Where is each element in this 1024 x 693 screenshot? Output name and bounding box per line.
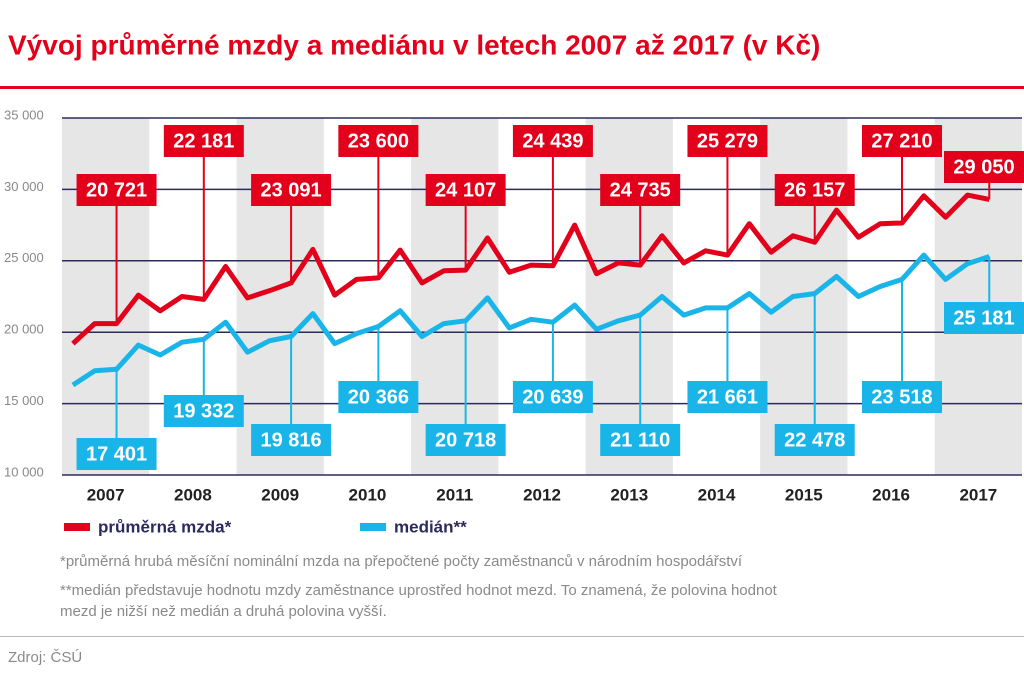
x-tick-label: 2013 <box>610 485 648 504</box>
x-tick-label: 2007 <box>87 485 125 504</box>
annotation-box <box>512 381 593 413</box>
annotation-box <box>687 381 768 413</box>
legend-label: průměrná mzda* <box>98 517 232 536</box>
chart-title: Vývoj průměrné mzdy a mediánu v letech 2… <box>8 29 820 60</box>
legend-label: medián** <box>394 517 467 536</box>
y-tick-label: 30 000 <box>4 179 44 194</box>
series-line <box>71 192 990 346</box>
annotation-label: 22 181 <box>173 130 234 152</box>
annotation-label: 23 091 <box>261 179 322 201</box>
x-tick-label: 2008 <box>174 485 212 504</box>
annotation-label: 19 816 <box>261 429 322 451</box>
annotation-label: 24 439 <box>522 130 583 152</box>
annotation-label: 24 107 <box>435 179 496 201</box>
source: Zdroj: ČSÚ <box>8 649 82 666</box>
y-tick-label: 20 000 <box>4 322 44 337</box>
title-rule <box>0 86 1024 89</box>
annotation-box <box>425 174 506 206</box>
x-tick-label: 2012 <box>523 485 561 504</box>
x-tick-label: 2014 <box>698 485 736 504</box>
x-tick-label: 2016 <box>872 485 910 504</box>
y-tick-label: 35 000 <box>4 107 44 122</box>
annotation-label: 20 721 <box>86 179 147 201</box>
annotation-label: 25 181 <box>953 307 1014 329</box>
annotation-box <box>163 395 244 427</box>
annotation-label: 23 518 <box>871 386 932 408</box>
annotation-label: 24 735 <box>610 179 671 201</box>
annotation-box <box>163 125 244 157</box>
x-tick-label: 2011 <box>436 485 473 504</box>
footnote: **medián představuje hodnotu mzdy zaměst… <box>60 582 778 599</box>
annotation-label: 29 050 <box>953 156 1014 178</box>
annotation-box <box>76 174 157 206</box>
annotation-label: 17 401 <box>86 443 147 465</box>
annotation-label: 19 332 <box>173 400 234 422</box>
annotation-label: 27 210 <box>871 130 932 152</box>
annotation-label: 21 661 <box>697 386 758 408</box>
annotation-box <box>862 125 942 157</box>
annotation-label: 20 718 <box>435 429 496 451</box>
y-tick-label: 15 000 <box>4 393 44 408</box>
annotation-box <box>338 381 419 413</box>
annotation-box <box>512 125 593 157</box>
annotation-box <box>687 125 768 157</box>
annotation-box <box>425 424 506 456</box>
annotation-label: 22 478 <box>784 429 845 451</box>
annotation-box <box>774 424 855 456</box>
x-tick-label: 2010 <box>349 485 387 504</box>
annotation-label: 23 600 <box>348 130 409 152</box>
annotation-box <box>338 125 419 157</box>
footnote: *průměrná hrubá měsíční nominální mzda n… <box>60 553 743 570</box>
series-line <box>71 252 991 388</box>
annotation-box <box>76 438 157 470</box>
legend-swatch <box>64 523 90 531</box>
annotation-label: 21 110 <box>610 429 670 451</box>
annotation-box <box>862 381 942 413</box>
annotation-box <box>774 174 855 206</box>
footnote: mezd je nižší než medián a druhá polovin… <box>60 603 387 620</box>
source-rule <box>0 636 1024 637</box>
legend-swatch <box>360 523 386 531</box>
annotation-label: 20 639 <box>522 386 583 408</box>
annotation-box <box>944 151 1024 183</box>
y-tick-label: 25 000 <box>4 250 44 265</box>
annotation-label: 25 279 <box>697 130 758 152</box>
x-tick-label: 2009 <box>261 485 299 504</box>
x-tick-label: 2015 <box>785 485 823 504</box>
annotation-label: 20 366 <box>348 386 409 408</box>
year-band <box>411 118 499 475</box>
x-tick-label: 2017 <box>959 485 997 504</box>
y-tick-label: 10 000 <box>4 464 44 479</box>
annotation-box <box>251 174 332 206</box>
annotation-box <box>600 424 681 456</box>
annotation-box <box>944 302 1024 334</box>
annotation-label: 26 157 <box>784 179 845 201</box>
annotation-box <box>600 174 681 206</box>
annotation-box <box>251 424 332 456</box>
